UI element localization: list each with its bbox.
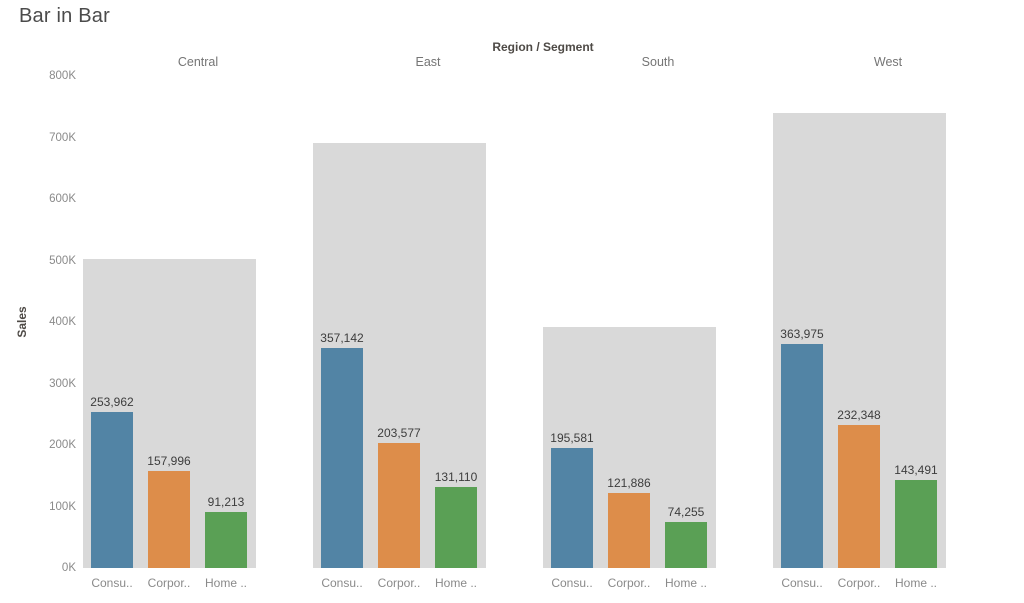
segment-bar[interactable] [91,411,133,568]
region-header: East [415,55,441,69]
y-tick-label: 800K [49,70,76,82]
segment-bar[interactable] [781,344,823,568]
bar-value-label: 203,577 [377,425,421,440]
x-tick-label: Home .. [664,576,708,590]
x-tick-label: Corpor.. [837,576,881,590]
x-tick-label: Corpor.. [607,576,651,590]
bar-value-label: 131,110 [434,470,478,485]
segment-bar[interactable] [838,425,880,568]
bar-value-label: 357,142 [320,331,364,346]
segment-bar[interactable] [205,511,247,568]
chart-title: Bar in Bar [19,5,110,27]
x-tick-label: Home .. [894,576,938,590]
bar-value-label: 195,581 [550,430,594,445]
y-tick-label: 400K [49,316,76,328]
segment-bar[interactable] [551,447,593,568]
segment-bar[interactable] [378,442,420,568]
x-tick-label: Consu.. [781,576,823,590]
y-tick-label: 0K [61,562,76,574]
region-header: Central [177,55,219,69]
region-header: South [641,55,675,69]
segment-bar[interactable] [435,487,477,568]
y-tick-label: 700K [49,131,76,144]
bar-value-label: 74,255 [667,505,705,520]
x-tick-label: Corpor.. [377,576,421,590]
x-tick-label: Home .. [434,576,478,590]
region-header: West [873,55,903,69]
segment-bar[interactable] [665,522,707,568]
bar-value-label: 91,213 [207,494,245,509]
x-tick-label: Consu.. [91,576,133,590]
x-tick-label: Consu.. [551,576,593,590]
bar-value-label: 363,975 [780,327,824,342]
y-tick-label: 200K [49,439,76,451]
bar-value-label: 232,348 [837,408,881,423]
y-tick-label: 300K [49,377,76,390]
bar-value-label: 121,886 [607,476,651,491]
bar-value-label: 143,491 [894,462,938,477]
segment-bar[interactable] [608,493,650,568]
segment-bar[interactable] [895,479,937,568]
column-field-header: Region / Segment [492,40,594,54]
x-tick-label: Corpor.. [147,576,191,590]
bar-value-label: 157,996 [147,453,191,468]
segment-bar[interactable] [321,348,363,568]
bar-value-label: 253,962 [90,394,134,409]
y-tick-label: 600K [49,193,76,205]
y-tick-label: 100K [49,500,76,513]
x-tick-label: Home .. [204,576,248,590]
y-tick-label: 500K [49,254,76,267]
x-tick-label: Consu.. [321,576,363,590]
segment-bar[interactable] [148,470,190,568]
